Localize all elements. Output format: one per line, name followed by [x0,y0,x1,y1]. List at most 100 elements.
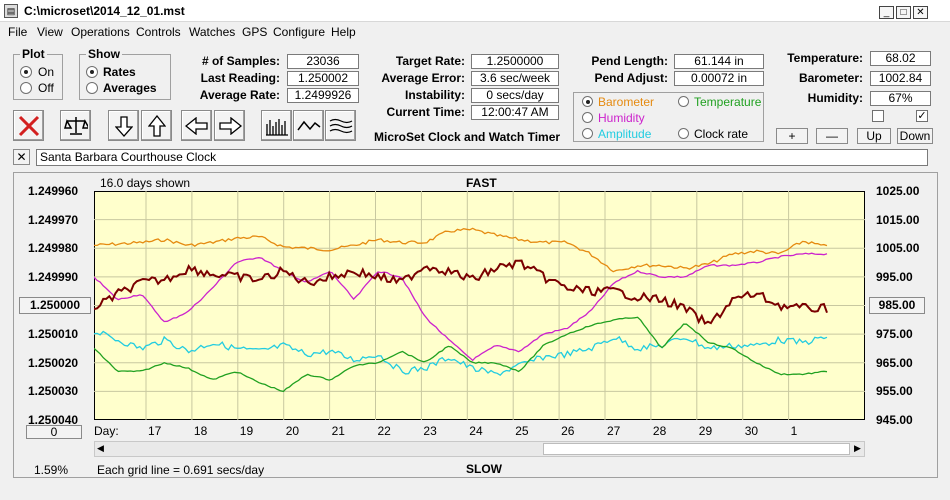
move-left-button[interactable] [181,110,212,141]
percent-label: 1.59% [34,463,69,477]
menu-file[interactable]: File [8,25,28,39]
minimize-button[interactable]: _ [879,6,894,19]
clock-name-field[interactable]: Santa Barbara Courthouse Clock [36,149,928,166]
barometer-label: Barometer: [798,71,863,85]
center-barometer-box[interactable]: 985.00 [869,297,925,314]
line-view-button[interactable] [293,110,324,141]
instability-label: Instability: [404,88,465,102]
x-tick-label: 25 [515,424,529,438]
y-right-tick-label: 955.00 [876,384,913,399]
close-button[interactable]: ✕ [913,6,928,19]
app-name: MicroSet Clock and Watch Timer [374,130,561,144]
series-line-temperature [94,316,828,393]
maximize-button[interactable]: □ [896,6,911,19]
x-tick-label: 28 [652,424,667,438]
days-shown-label: 16.0 days shown [100,176,191,190]
clear-clock-name-button[interactable]: ✕ [13,149,30,165]
arrow-left-icon [184,116,208,136]
x-tick-label: 24 [469,424,483,438]
target-rate-field[interactable]: 1.2500000 [471,54,559,69]
checkbox-right[interactable]: ✓ [916,110,928,122]
menu-bar: File View Operations Controls Watches GP… [0,22,950,42]
plot-on-radio[interactable] [20,66,32,78]
humidity-radio[interactable] [582,112,593,123]
zoom-in-button[interactable]: + [776,128,808,144]
x-tick-label: 20 [285,424,300,438]
checkbox-left[interactable] [872,110,884,122]
clock-rate-radio[interactable] [678,128,689,139]
move-down-button[interactable] [108,110,139,141]
center-rate-box[interactable]: 1.250000 [19,297,91,314]
y-left-tick-label: 1.250040 [28,413,79,427]
balance-icon [63,117,90,135]
pend-length-field[interactable]: 61.144 in [674,54,764,69]
horizontal-scrollbar[interactable]: ◀ ▶ [94,441,865,457]
pend-adjust-field: 0.00072 in [674,71,764,86]
fast-label: FAST [466,176,497,190]
x-tick-label: 26 [561,424,575,438]
menu-view[interactable]: View [37,25,63,39]
show-group-title: Show [86,47,122,61]
menu-configure[interactable]: Configure [273,25,326,39]
samples-field: 23036 [287,54,359,69]
humidity-field: 67% [870,91,931,106]
move-up-button[interactable] [141,110,172,141]
temperature-field: 68.02 [870,51,931,66]
series-lines [94,227,828,393]
pend-adjust-label: Pend Adjust: [594,71,668,85]
multi-line-view-button[interactable] [325,110,356,141]
show-rates-radio[interactable] [86,66,98,78]
x-tick-label: 1 [790,424,798,438]
temperature-radio[interactable] [678,96,689,107]
arrow-up-icon [147,114,166,137]
menu-operations[interactable]: Operations [71,25,130,39]
app-icon[interactable]: ▤ [4,4,18,18]
pend-length-label: Pend Length: [591,54,668,68]
scroll-right-arrow[interactable]: ▶ [854,443,861,453]
wave-icon [296,120,320,131]
scrollbar-thumb[interactable] [543,443,850,455]
stop-button[interactable] [13,110,44,141]
x-tick-label: 19 [239,424,254,438]
bars-icon [265,119,288,136]
amplitude-option: Amplitude [598,127,652,141]
clock-rate-option: Clock rate [694,127,749,141]
scroll-up-button[interactable]: Up [857,128,891,144]
menu-gps[interactable]: GPS [242,25,268,39]
scroll-down-button[interactable]: Down [897,128,933,144]
y-left-tick-label: 1.249960 [28,184,79,198]
y-left-tick-label: 1.250010 [28,327,79,342]
y-left-tick-label: 1.250020 [28,355,79,370]
y-right-tick-label: 965.00 [876,355,913,370]
bar-view-button[interactable] [261,110,292,141]
amplitude-radio[interactable] [582,128,593,139]
slow-label: SLOW [466,462,502,476]
show-averages-radio[interactable] [86,82,98,94]
barometer-radio[interactable] [582,96,593,107]
x-tick-label: 21 [331,424,345,438]
multi-wave-icon [329,118,352,134]
zoom-out-button[interactable]: — [816,128,848,144]
y-right-tick-label: 995.00 [876,269,913,284]
title-bar: ▤ C:\microset\2014_12_01.mst _ □ ✕ [0,0,950,22]
plot-off-radio[interactable] [20,82,32,94]
sensor-select-group [573,92,764,142]
scroll-left-arrow[interactable]: ◀ [97,443,104,453]
series-line-amplitude [94,330,828,377]
y-left-tick-label: 1.249990 [28,269,79,284]
average-rate-label: Average Rate: [199,88,280,102]
barometer-field: 1002.84 [870,71,931,86]
move-right-button[interactable] [214,110,245,141]
menu-controls[interactable]: Controls [136,25,181,39]
series-line-humidity [94,252,828,362]
menu-watches[interactable]: Watches [189,25,236,39]
window-title: C:\microset\2014_12_01.mst [24,4,185,18]
y-left-tick-label: 1.249970 [28,212,79,227]
x-tick-label: 22 [377,424,391,438]
zero-button[interactable]: 0 [26,425,82,439]
series-line-clock-rate [94,259,828,325]
plot-off-label: Off [38,81,54,95]
menu-help[interactable]: Help [331,25,356,39]
target-rate-label: Target Rate: [395,54,465,68]
calibrate-button[interactable] [60,110,91,141]
